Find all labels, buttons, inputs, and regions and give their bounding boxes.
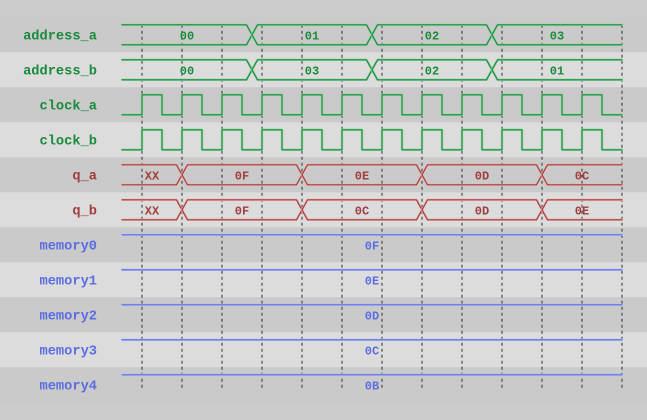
svg-text:0C: 0C [575,169,589,183]
svg-text:03: 03 [550,29,564,43]
svg-text:00: 00 [180,29,194,43]
svg-text:address_b: address_b [23,64,97,79]
svg-text:02: 02 [425,64,439,78]
svg-text:0E: 0E [355,169,369,183]
svg-text:memory3: memory3 [40,344,98,359]
svg-text:03: 03 [305,64,319,78]
svg-text:0F: 0F [235,204,249,218]
svg-text:memory2: memory2 [40,309,98,324]
svg-text:memory4: memory4 [40,379,98,394]
svg-text:0C: 0C [365,344,379,358]
svg-text:0E: 0E [365,274,379,288]
svg-text:q_b: q_b [72,204,97,219]
svg-text:0E: 0E [575,204,589,218]
svg-text:0F: 0F [235,169,249,183]
svg-text:clock_b: clock_b [40,134,98,149]
svg-text:00: 00 [180,64,194,78]
svg-text:0B: 0B [365,379,379,393]
svg-text:clock_a: clock_a [40,99,98,114]
svg-text:0D: 0D [365,309,379,323]
svg-text:01: 01 [550,64,564,78]
svg-text:0D: 0D [475,169,489,183]
svg-text:01: 01 [305,29,319,43]
svg-text:memory0: memory0 [40,239,98,254]
svg-text:0C: 0C [355,204,369,218]
svg-text:address_a: address_a [23,29,97,44]
svg-text:q_a: q_a [72,169,97,184]
svg-text:0F: 0F [365,239,379,253]
svg-text:0D: 0D [475,204,489,218]
svg-text:XX: XX [145,204,160,218]
svg-text:02: 02 [425,29,439,43]
svg-text:memory1: memory1 [40,274,98,289]
svg-text:XX: XX [145,169,160,183]
